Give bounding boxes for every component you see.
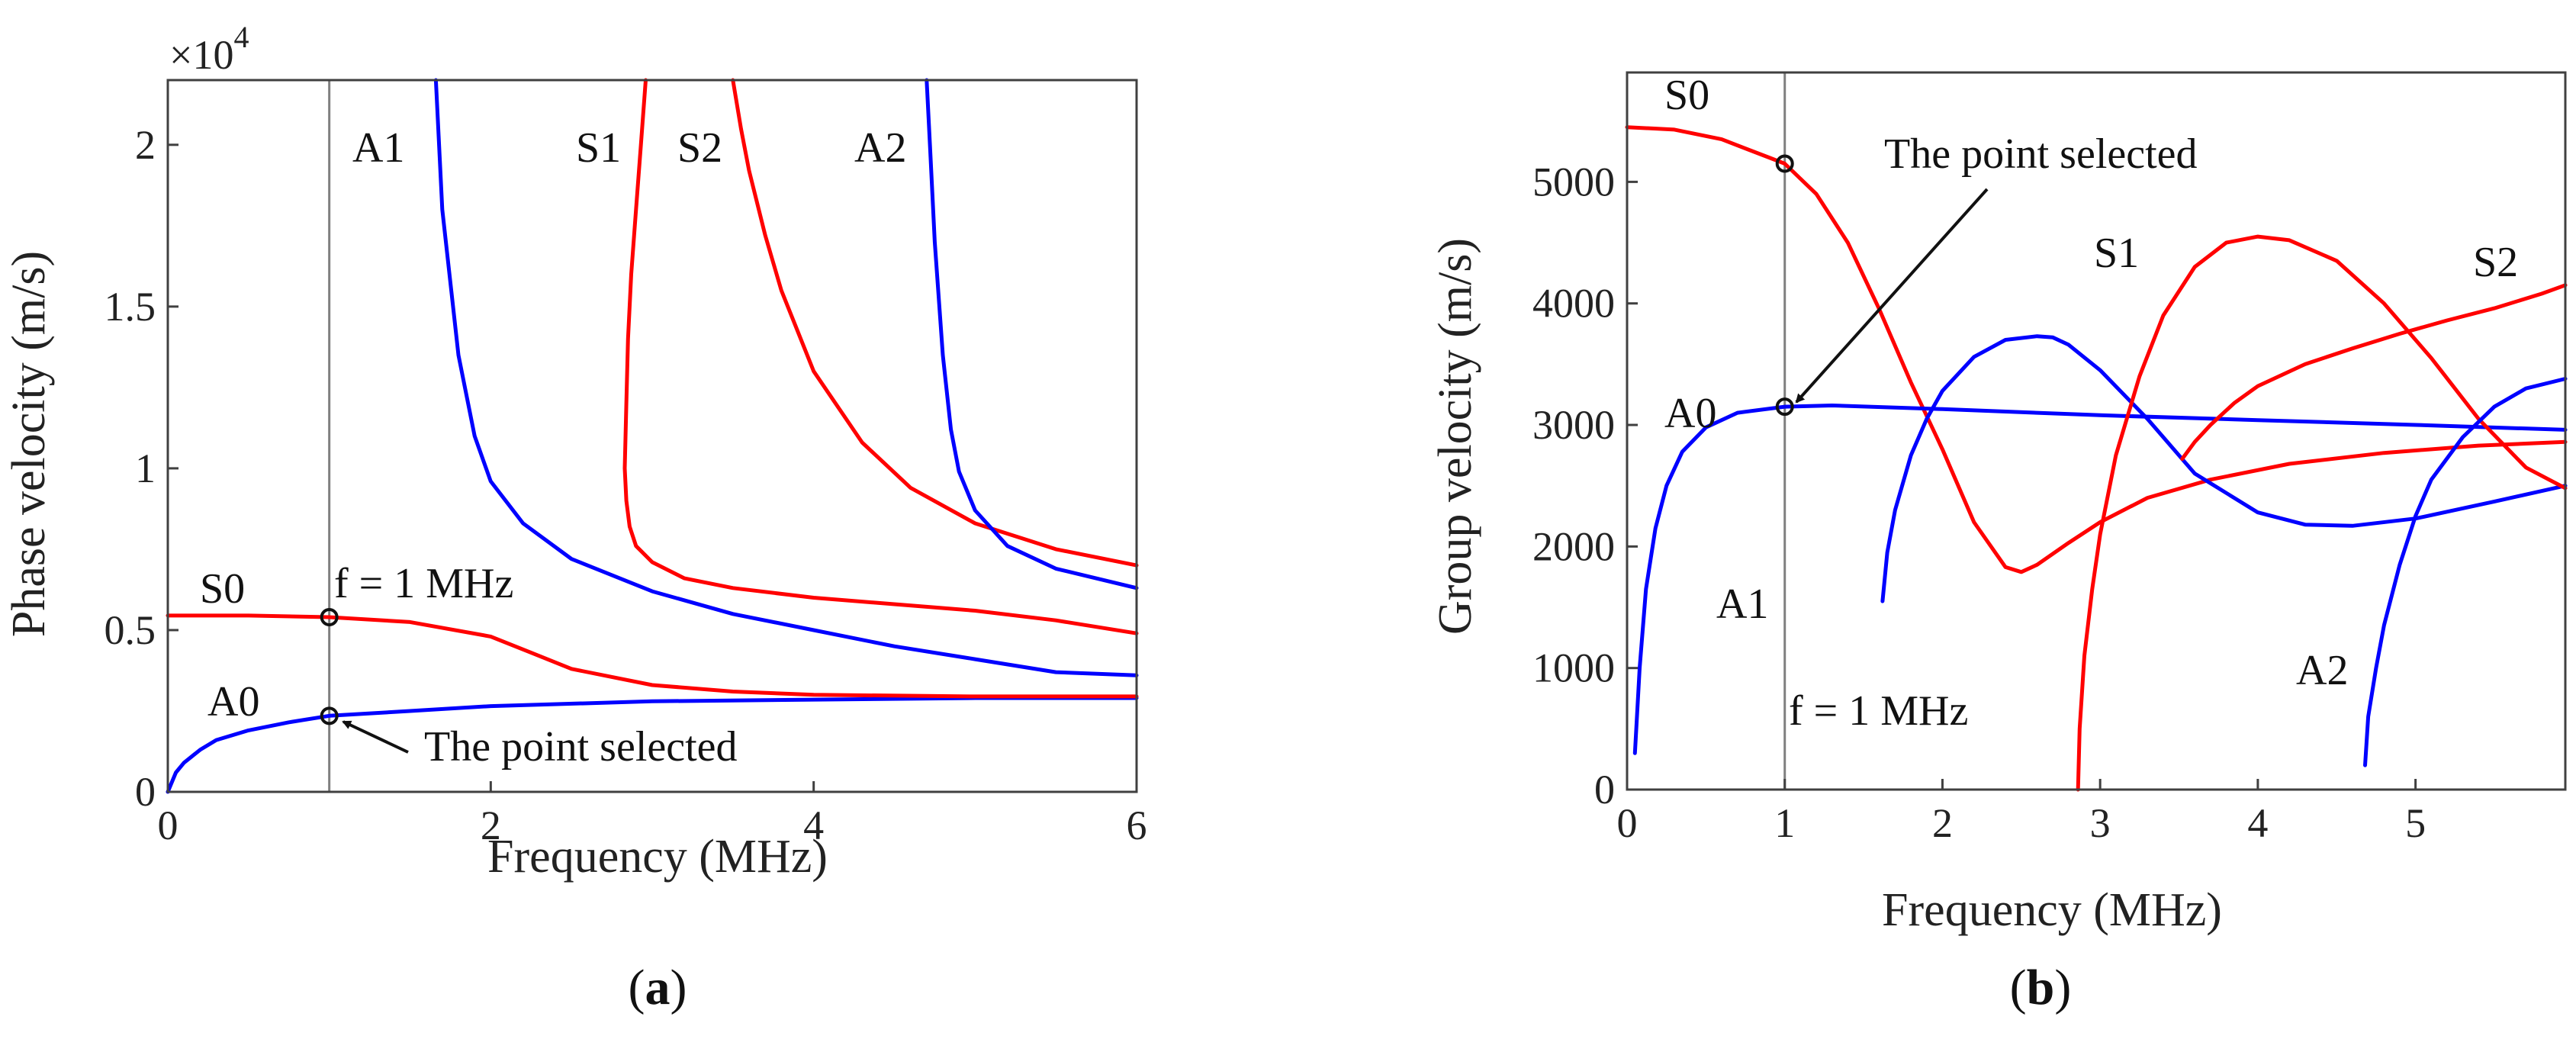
label-s0: S0 — [200, 565, 245, 613]
annotation-frequency: f = 1 MHz — [1789, 687, 1968, 735]
y-tick-label: 1000 — [1532, 645, 1615, 691]
series-s0-line — [166, 613, 1139, 699]
y-tick-label: 0.5 — [105, 607, 156, 653]
series-a0-line — [166, 696, 1139, 794]
annotation-point-selected: The point selected — [424, 723, 738, 771]
x-tick-label: 2 — [481, 803, 501, 848]
phase-ticks-group: 0 2 4 6 0 0.5 1 1.5 2 — [105, 122, 1147, 848]
y-tick-label: 5000 — [1532, 159, 1615, 204]
x-axis-label: Frequency (MHz) — [1882, 884, 2222, 936]
label-s1: S1 — [2094, 230, 2139, 277]
phase-markers-group — [320, 607, 339, 725]
annotation-arrow — [342, 720, 409, 754]
label-s2: S2 — [2473, 239, 2518, 286]
phase-velocity-chart: 0 2 4 600.511.52 ×104 A1 S1 S2 A2 S0 A0 f =… — [3, 20, 1147, 1015]
label-a1: A1 — [352, 124, 404, 172]
y-tick-label: 0 — [135, 769, 156, 815]
y-multiplier: ×104 — [169, 20, 249, 78]
label-a1: A1 — [1716, 581, 1768, 628]
label-s0: S0 — [1664, 72, 1709, 119]
series-a2-line — [925, 78, 1139, 590]
selected-point-marker-1 — [320, 607, 339, 626]
group-markers-group — [1775, 154, 1794, 417]
group-ticks-group: 0 1 2 3 4 5 0 1000 2000 3000 4000 5000 — [1532, 159, 2426, 846]
label-a2: A2 — [854, 124, 906, 172]
y-tick-label: 3000 — [1532, 402, 1615, 448]
label-a0: A0 — [1664, 390, 1716, 437]
x-tick-label: 2 — [1932, 800, 1953, 846]
y-tick-label: 2000 — [1532, 523, 1615, 569]
x-tick-label: 0 — [1617, 800, 1638, 846]
y-tick-label: 4000 — [1532, 281, 1615, 327]
series-a0-line — [1632, 404, 2568, 755]
y-axis-label: Phase velocity (m/s) — [3, 251, 55, 637]
annotation-arrow — [1795, 188, 1989, 404]
label-s2: S2 — [677, 124, 722, 172]
x-tick-label: 5 — [2405, 800, 2426, 846]
y-tick-label: 0 — [1594, 767, 1615, 812]
series-s1-line — [622, 78, 1139, 635]
y-tick-label: 1 — [135, 446, 156, 491]
group-plot-frame — [1626, 71, 2567, 791]
phase-plot-frame — [166, 79, 1138, 793]
y-multiplier-exponent: 4 — [233, 20, 249, 54]
label-a2: A2 — [2296, 647, 2348, 694]
group-series-group — [1625, 125, 2568, 792]
x-tick-label: 4 — [803, 803, 824, 848]
series-a2-line — [2363, 377, 2568, 767]
label-s1: S1 — [576, 124, 621, 172]
panel-caption-a: (a) — [629, 960, 687, 1015]
y-tick-label: 2 — [135, 122, 156, 168]
annotation-frequency: f = 1 MHz — [334, 560, 513, 607]
annotation-point-selected: The point selected — [1884, 130, 2198, 178]
series-s2-line — [731, 78, 1139, 568]
x-tick-label: 0 — [158, 803, 178, 848]
y-tick-label: 1.5 — [105, 284, 156, 330]
selected-point-marker-2 — [1775, 397, 1794, 417]
series-a1-line — [433, 78, 1139, 677]
y-multiplier-base: ×10 — [169, 32, 233, 78]
x-axis-label: Frequency (MHz) — [487, 831, 828, 883]
label-a0: A0 — [207, 678, 259, 725]
x-tick-label: 1 — [1774, 800, 1795, 846]
x-tick-label: 3 — [2090, 800, 2111, 846]
panel-caption-b: (b) — [2010, 960, 2072, 1015]
selected-point-marker-1 — [1775, 154, 1794, 173]
series-a1-line — [1880, 334, 2568, 603]
series-s2-line — [2180, 283, 2568, 462]
series-s1-line — [2076, 234, 2568, 792]
panel-letter-b: b — [2027, 960, 2055, 1015]
selected-point-marker-2 — [320, 706, 339, 725]
x-tick-label: 6 — [1127, 803, 1147, 848]
panel-letter-a: a — [645, 960, 671, 1015]
phase-series-group — [166, 78, 1139, 794]
x-tick-label: 4 — [2247, 800, 2268, 846]
y-axis-label: Group velocity (m/s) — [1430, 238, 1481, 635]
